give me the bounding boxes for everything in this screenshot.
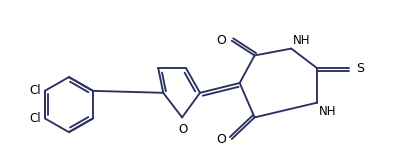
Text: Cl: Cl bbox=[29, 112, 41, 125]
Text: S: S bbox=[356, 62, 364, 75]
Text: Cl: Cl bbox=[29, 84, 41, 97]
Text: NH: NH bbox=[319, 105, 336, 118]
Text: NH: NH bbox=[293, 34, 311, 47]
Text: O: O bbox=[178, 123, 188, 136]
Text: O: O bbox=[216, 34, 226, 47]
Text: O: O bbox=[216, 132, 226, 146]
